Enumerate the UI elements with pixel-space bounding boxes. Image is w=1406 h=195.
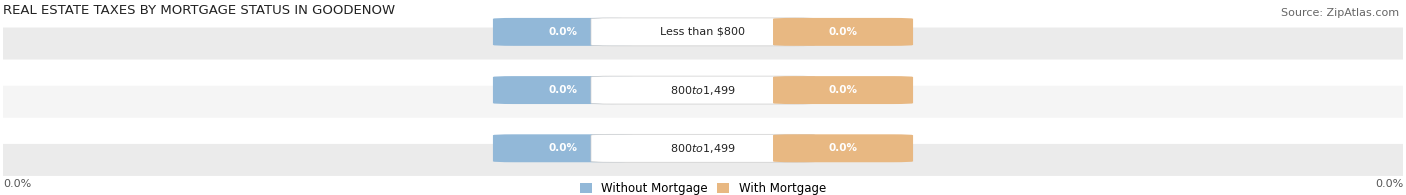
FancyBboxPatch shape (3, 27, 1403, 59)
Text: REAL ESTATE TAXES BY MORTGAGE STATUS IN GOODENOW: REAL ESTATE TAXES BY MORTGAGE STATUS IN … (3, 4, 395, 17)
FancyBboxPatch shape (591, 134, 815, 162)
Text: 0.0%: 0.0% (3, 179, 31, 189)
Text: Less than $800: Less than $800 (661, 27, 745, 37)
FancyBboxPatch shape (494, 18, 633, 46)
Text: $800 to $1,499: $800 to $1,499 (671, 142, 735, 155)
FancyBboxPatch shape (494, 76, 633, 104)
Legend: Without Mortgage, With Mortgage: Without Mortgage, With Mortgage (581, 182, 825, 195)
Text: $800 to $1,499: $800 to $1,499 (671, 84, 735, 97)
Text: 0.0%: 0.0% (828, 27, 858, 37)
FancyBboxPatch shape (3, 144, 1403, 176)
FancyBboxPatch shape (591, 18, 815, 46)
FancyBboxPatch shape (773, 18, 912, 46)
FancyBboxPatch shape (773, 76, 912, 104)
Text: 0.0%: 0.0% (1375, 179, 1403, 189)
FancyBboxPatch shape (3, 86, 1403, 118)
Text: 0.0%: 0.0% (828, 85, 858, 95)
Text: 0.0%: 0.0% (548, 27, 578, 37)
FancyBboxPatch shape (591, 76, 815, 104)
FancyBboxPatch shape (494, 134, 633, 162)
Text: Source: ZipAtlas.com: Source: ZipAtlas.com (1281, 8, 1399, 18)
FancyBboxPatch shape (773, 134, 912, 162)
Text: 0.0%: 0.0% (548, 143, 578, 153)
Text: 0.0%: 0.0% (828, 143, 858, 153)
Text: 0.0%: 0.0% (548, 85, 578, 95)
